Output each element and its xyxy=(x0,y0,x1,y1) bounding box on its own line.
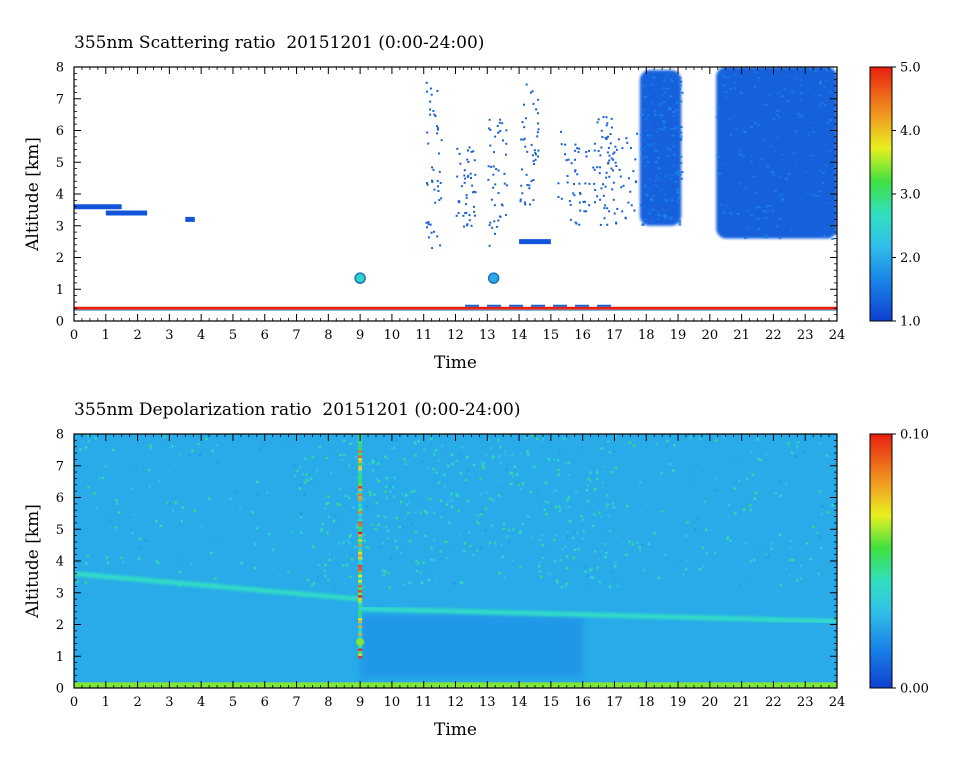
cloud-region xyxy=(716,67,837,240)
x-tick-label: 1 xyxy=(102,328,110,343)
x-tick-label: 15 xyxy=(543,695,560,710)
x-tick-label: 21 xyxy=(733,695,750,710)
x-tick-label: 4 xyxy=(197,695,205,710)
x-tick-label: 16 xyxy=(574,328,591,343)
y-tick-label: 1 xyxy=(56,650,64,665)
y-tick-label: 1 xyxy=(56,283,64,298)
depolarization-ratio-heatmap xyxy=(74,434,837,688)
cloud-specks xyxy=(425,81,639,307)
x-tick-label: 13 xyxy=(479,695,496,710)
x-tick-label: 16 xyxy=(574,695,591,710)
x-tick-label: 22 xyxy=(765,328,782,343)
colorbar-label: 1.0 xyxy=(900,315,921,330)
x-tick-label: 6 xyxy=(261,695,269,710)
x-tick-label: 14 xyxy=(511,328,528,343)
y-axis-label: Altitude [km] xyxy=(23,504,43,619)
y-tick-label: 2 xyxy=(56,251,64,266)
x-tick-label: 8 xyxy=(324,328,332,343)
colorbar-label: 3.0 xyxy=(900,188,921,203)
colorbar-label: 5.0 xyxy=(900,61,921,76)
x-tick-label: 5 xyxy=(229,695,237,710)
layer-band xyxy=(360,606,837,624)
aerosol-spot xyxy=(487,272,500,284)
lower-region xyxy=(360,614,583,679)
y-tick-label: 4 xyxy=(56,188,64,203)
chart-1-title: 355nm Scattering ratio 20151201 (0:00-24… xyxy=(74,33,485,53)
y-tick-label: 5 xyxy=(56,523,64,538)
aerosol-spot xyxy=(354,272,366,284)
x-tick-label: 2 xyxy=(133,695,141,710)
x-tick-label: 6 xyxy=(261,328,269,343)
x-tick-label: 21 xyxy=(733,328,750,343)
x-tick-label: 5 xyxy=(229,328,237,343)
spike-blob xyxy=(356,637,365,646)
x-tick-label: 3 xyxy=(165,328,173,343)
x-tick-label: 2 xyxy=(133,328,141,343)
x-tick-label: 12 xyxy=(447,328,464,343)
x-tick-label: 7 xyxy=(292,328,300,343)
y-tick-label: 6 xyxy=(56,124,64,139)
x-tick-label: 19 xyxy=(670,695,687,710)
colorbar-label: 2.0 xyxy=(900,251,921,266)
x-tick-label: 11 xyxy=(415,695,432,710)
x-axis-label: Time xyxy=(434,353,477,373)
cloud-region xyxy=(639,70,684,226)
vertical-spike xyxy=(356,435,365,659)
y-tick-label: 3 xyxy=(56,586,64,601)
plot-background xyxy=(74,67,837,321)
colorbar-label: 0.10 xyxy=(900,428,929,443)
x-tick-label: 20 xyxy=(702,695,719,710)
y-tick-label: 6 xyxy=(56,491,64,506)
x-tick-label: 22 xyxy=(765,695,782,710)
scattering-ratio-heatmap xyxy=(74,67,837,321)
x-tick-label: 17 xyxy=(606,328,623,343)
y-tick-label: 8 xyxy=(56,428,64,443)
x-tick-label: 10 xyxy=(384,328,401,343)
x-tick-label: 8 xyxy=(324,695,332,710)
y-axis-label: Altitude [km] xyxy=(23,137,43,252)
x-tick-label: 1 xyxy=(102,695,110,710)
x-tick-label: 0 xyxy=(70,328,78,343)
y-tick-label: 3 xyxy=(56,219,64,234)
y-tick-label: 8 xyxy=(56,61,64,76)
y-tick-label: 7 xyxy=(56,92,64,107)
y-tick-label: 0 xyxy=(56,315,64,330)
colorbar-label: 4.0 xyxy=(900,124,921,139)
x-tick-label: 0 xyxy=(70,695,78,710)
x-tick-label: 9 xyxy=(356,328,364,343)
x-tick-label: 14 xyxy=(511,695,528,710)
x-tick-label: 13 xyxy=(479,328,496,343)
x-axis-label: Time xyxy=(434,720,477,740)
y-tick-label: 5 xyxy=(56,156,64,171)
x-tick-label: 9 xyxy=(356,695,364,710)
x-tick-label: 17 xyxy=(606,695,623,710)
x-tick-label: 23 xyxy=(797,328,814,343)
y-tick-label: 7 xyxy=(56,459,64,474)
x-tick-label: 23 xyxy=(797,695,814,710)
x-tick-label: 18 xyxy=(638,328,655,343)
x-tick-label: 24 xyxy=(829,695,846,710)
x-tick-label: 11 xyxy=(415,328,432,343)
x-tick-label: 15 xyxy=(543,328,560,343)
y-tick-label: 2 xyxy=(56,618,64,633)
x-tick-label: 20 xyxy=(702,328,719,343)
x-tick-label: 24 xyxy=(829,328,846,343)
y-tick-label: 4 xyxy=(56,555,64,570)
x-tick-label: 19 xyxy=(670,328,687,343)
x-tick-label: 3 xyxy=(165,695,173,710)
y-tick-label: 0 xyxy=(56,682,64,697)
layer-band xyxy=(74,571,361,602)
chart-2-title: 355nm Depolarization ratio 20151201 (0:0… xyxy=(74,400,521,420)
x-tick-label: 4 xyxy=(197,328,205,343)
x-tick-label: 18 xyxy=(638,695,655,710)
x-tick-label: 12 xyxy=(447,695,464,710)
x-tick-label: 10 xyxy=(384,695,401,710)
colorbar xyxy=(869,66,893,322)
colorbar xyxy=(869,433,893,689)
colorbar-label: 0.00 xyxy=(900,682,929,697)
x-tick-label: 7 xyxy=(292,695,300,710)
